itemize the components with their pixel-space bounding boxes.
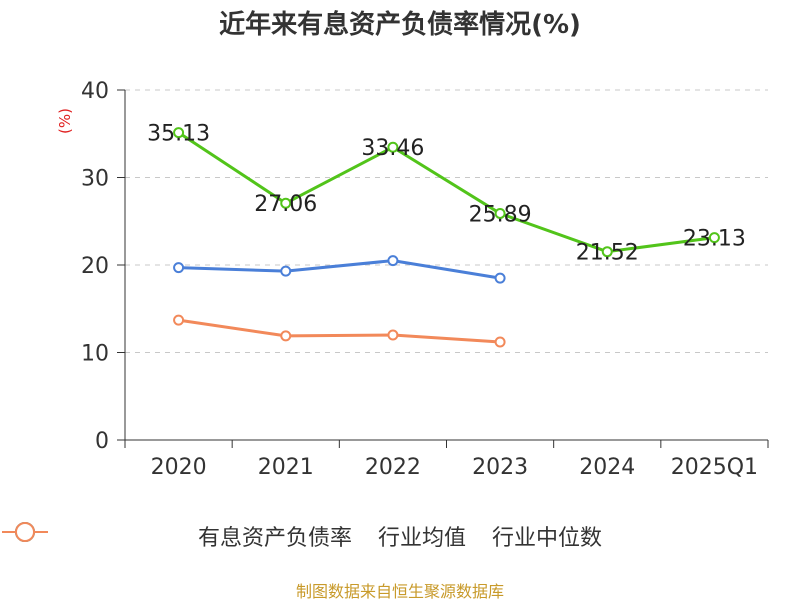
source-note: 制图数据来自恒生聚源数据库 [295, 582, 504, 601]
data-point [387, 255, 399, 267]
legend-item-2[interactable]: 行业均值 [2, 520, 466, 552]
y-tick-label: 30 [81, 167, 109, 192]
x-tick-label: 2020 [151, 455, 207, 480]
data-point [494, 272, 506, 284]
legend-swatch-3 [2, 522, 48, 542]
legend-label-1: 有息资产负债率 [197, 526, 352, 551]
data-label: 21.52 [576, 241, 639, 266]
legend: 有息资产负债率 行业均值 行业中位数 [0, 520, 800, 552]
data-point [494, 207, 506, 219]
legend-item-3[interactable]: 行业中位数 [2, 520, 603, 552]
chart-title: 近年来有息资产负债率情况(%) [219, 10, 581, 40]
series-line-2 [178, 259, 501, 280]
data-point [494, 336, 506, 348]
legend-marker [15, 522, 35, 542]
data-point [173, 127, 185, 139]
x-tick-label: 2021 [258, 455, 314, 480]
x-tick-label: 2025Q1 [671, 455, 758, 480]
data-point [280, 330, 292, 342]
legend-label-3: 行业中位数 [492, 526, 603, 551]
data-label: 27.06 [254, 192, 317, 217]
data-point [173, 314, 185, 326]
y-tick-label: 10 [81, 342, 109, 367]
x-tick-label: 2022 [365, 455, 421, 480]
data-label: 33.46 [361, 136, 424, 161]
x-tick-label: 2024 [579, 455, 635, 480]
data-point [173, 262, 185, 274]
series-line-1 [177, 131, 715, 254]
data-label: 35.13 [147, 122, 210, 147]
data-point [708, 232, 720, 244]
data-point [280, 265, 292, 277]
y-tick-label: 20 [81, 254, 109, 279]
data-point [601, 246, 613, 258]
legend-label-2: 行业均值 [377, 526, 466, 551]
y-tick-label: 40 [81, 79, 109, 104]
data-point [280, 197, 292, 209]
data-label: 23.13 [683, 227, 746, 252]
data-label: 25.89 [469, 202, 532, 227]
legend-item-1[interactable]: 有息资产负债率 [2, 520, 352, 552]
series-line-3 [178, 318, 501, 344]
data-point [387, 141, 399, 153]
data-point [387, 329, 399, 341]
x-tick-label: 2023 [472, 455, 528, 480]
y-tick-label: 0 [95, 429, 109, 454]
